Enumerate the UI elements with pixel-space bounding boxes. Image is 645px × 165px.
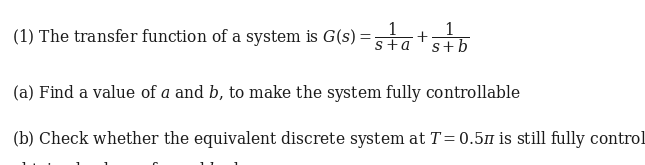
Text: (1) The transfer function of a system is $G(s) = \dfrac{1}{s+a} + \dfrac{1}{s+b}: (1) The transfer function of a system is… xyxy=(12,20,470,55)
Text: (b) Check whether the equivalent discrete system at $T = 0.5\pi$ is still fully : (b) Check whether the equivalent discret… xyxy=(12,129,645,150)
Text: (a) Find a value of $a$ and $b$, to make the system fully controllable: (a) Find a value of $a$ and $b$, to make… xyxy=(12,82,521,103)
Text: obtained values of $a$ and $b$ above: obtained values of $a$ and $b$ above xyxy=(12,162,271,165)
